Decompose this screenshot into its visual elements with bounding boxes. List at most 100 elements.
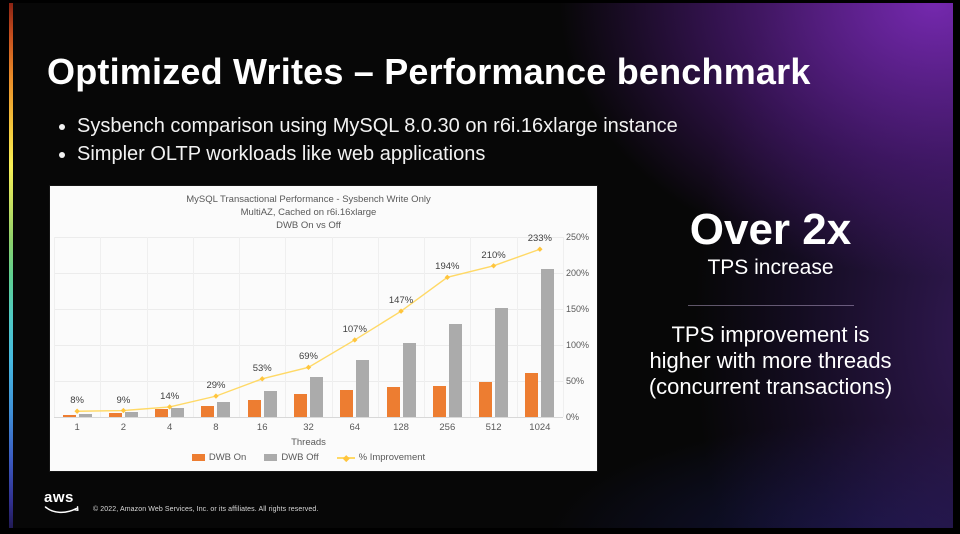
copyright-text: © 2022, Amazon Web Services, Inc. or its… <box>93 506 319 513</box>
legend-swatch <box>264 454 278 461</box>
improvement-label: 8% <box>70 395 84 407</box>
improvement-label: 194% <box>435 261 460 273</box>
bar-dwb-on <box>108 412 122 417</box>
improvement-marker <box>398 308 404 314</box>
improvement-label: 9% <box>116 394 131 406</box>
right-axis-tick: 200% <box>566 268 590 278</box>
bar-dwb-off <box>171 408 185 417</box>
improvement-line <box>74 246 543 414</box>
improvement-marker <box>74 408 80 414</box>
bar-dwb-off <box>448 324 462 417</box>
x-tick-label: 16 <box>256 422 268 433</box>
bar-dwb-on <box>247 400 261 417</box>
legend-item--improvement: % Improvement <box>336 452 425 463</box>
chart-legend: DWB On DWB Off % Improvement <box>54 452 563 463</box>
gridline-vertical <box>54 237 55 417</box>
callout-divider <box>687 305 854 306</box>
improvement-label: 210% <box>481 249 506 261</box>
bar-dwb-on <box>201 405 215 417</box>
legend-item-dwb-on: DWB On <box>191 452 246 463</box>
legend-label: DWB Off <box>281 452 319 463</box>
gridline-horizontal <box>54 237 563 238</box>
improvement-marker <box>537 246 543 252</box>
chart-title-line-3: DWB On vs Off <box>276 220 341 231</box>
improvement-label: 53% <box>252 362 272 374</box>
x-tick-label: 256 <box>439 422 456 433</box>
bar-dwb-on <box>294 393 307 417</box>
bar-dwb-off <box>263 391 277 417</box>
chart-title: MySQL Transactional Performance - Sysben… <box>54 193 563 232</box>
x-tick-label: 1024 <box>529 422 551 433</box>
gridline-horizontal <box>54 273 563 274</box>
improvement-marker <box>166 404 173 410</box>
gridline-horizontal <box>54 417 563 418</box>
legend-swatch <box>191 454 205 461</box>
callout-panel: Over 2x TPS increase TPS improvement is … <box>618 205 923 400</box>
improvement-marker <box>213 393 219 399</box>
callout-body-line: higher with more threads <box>649 348 892 373</box>
x-tick-label: 512 <box>485 422 502 433</box>
improvement-label: 147% <box>388 295 414 307</box>
improvement-label: 14% <box>160 390 180 402</box>
improvement-marker <box>120 407 127 414</box>
bar-dwb-on <box>432 386 446 417</box>
bar-dwb-on <box>340 389 354 417</box>
x-tick-label: 8 <box>213 422 219 433</box>
improvement-label: 69% <box>298 351 318 363</box>
x-tick-label: 32 <box>303 422 314 433</box>
improvement-label: 233% <box>527 233 553 245</box>
x-tick-label: 2 <box>120 422 127 433</box>
callout-body-line: TPS improvement is <box>671 322 870 347</box>
chart-title-line-2: MultiAZ, Cached on r6i.16xlarge <box>240 207 377 218</box>
bar-dwb-on <box>155 408 169 417</box>
chart-panel: MySQL Transactional Performance - Sysben… <box>50 186 597 471</box>
right-axis-tick: 50% <box>566 376 585 386</box>
gridline-vertical <box>331 237 333 417</box>
bullet-item: Sysbench comparison using MySQL 8.0.30 o… <box>77 112 678 140</box>
gridline-vertical <box>377 237 379 417</box>
bar-dwb-on <box>479 382 493 417</box>
bar-dwb-off <box>78 414 92 417</box>
right-axis-tick: 150% <box>566 304 590 314</box>
improvement-label: 107% <box>342 323 367 335</box>
slide-title: Optimized Writes – Performance benchmark <box>47 51 811 93</box>
gridline-vertical <box>146 237 148 417</box>
bullet-list: Sysbench comparison using MySQL 8.0.30 o… <box>55 112 678 168</box>
improvement-marker <box>490 263 497 269</box>
gridline-horizontal <box>54 345 563 346</box>
bar-dwb-on <box>525 372 539 417</box>
x-tick-label: 128 <box>393 422 409 433</box>
callout-body: TPS improvement is higher with more thre… <box>618 322 923 400</box>
gridline-vertical <box>285 237 287 417</box>
x-tick-label: 1 <box>74 422 80 433</box>
bar-dwb-off <box>402 342 416 417</box>
bar-dwb-off <box>310 377 323 417</box>
bullet-item: Simpler OLTP workloads like web applicat… <box>77 140 678 168</box>
gridline-vertical <box>192 237 194 417</box>
bar-dwb-off <box>124 412 138 417</box>
aws-logo: aws <box>44 489 82 517</box>
plot-area: 8% 9% 14% 29% 53% 69% 107% 147% 194% 210% 233% <box>54 233 564 418</box>
x-tick-label: 4 <box>167 422 173 433</box>
aws-logo-text: aws <box>44 489 74 506</box>
gridline-vertical <box>563 237 564 417</box>
x-tick-label: 64 <box>349 422 361 433</box>
gridline-vertical <box>516 237 518 417</box>
callout-headline: Over 2x <box>689 205 852 254</box>
bar-dwb-on <box>386 387 400 417</box>
right-axis-tick: 100% <box>566 340 590 350</box>
gridline-vertical <box>100 237 102 417</box>
callout-subhead: TPS increase <box>707 256 834 279</box>
callout-body-line: (concurrent transactions) <box>648 374 893 399</box>
bar-dwb-off <box>217 402 231 417</box>
gridline-horizontal <box>54 309 563 310</box>
gridline-vertical <box>470 237 472 417</box>
chart-title-line-1: MySQL Transactional Performance - Sysben… <box>186 194 431 205</box>
bar-dwb-on <box>62 414 76 417</box>
left-accent-strip <box>9 3 13 528</box>
improvement-marker <box>259 376 265 382</box>
gridline-vertical <box>424 237 426 417</box>
legend-item-dwb-off: DWB Off <box>264 452 319 463</box>
legend-swatch <box>336 453 355 462</box>
